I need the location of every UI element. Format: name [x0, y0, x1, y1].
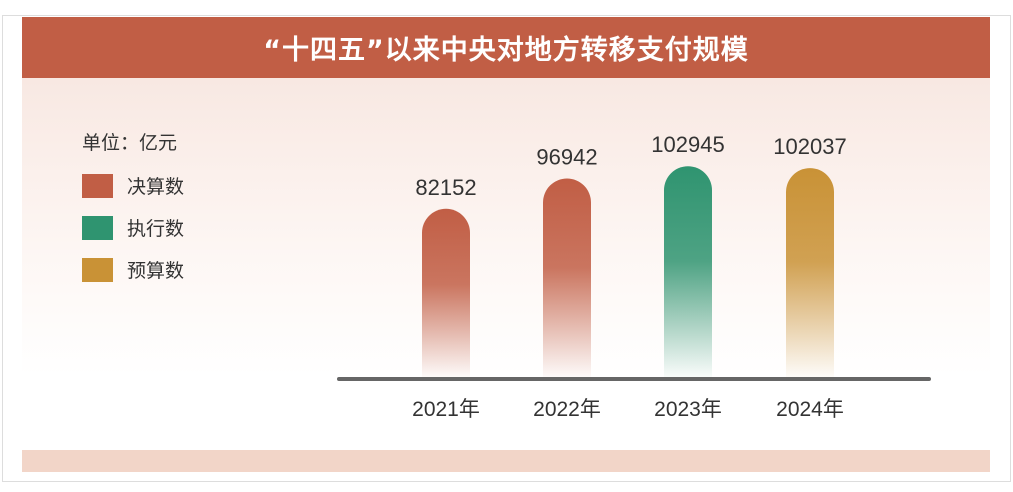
- legend-item-executed: 执行数: [82, 214, 184, 241]
- bar-2021年: [422, 208, 470, 377]
- bottom-strip: [22, 450, 990, 472]
- legend-swatch: [82, 215, 113, 240]
- x-tick-label: 2022年: [533, 398, 601, 421]
- bar-2024年: [786, 168, 834, 377]
- bar-2022年: [543, 178, 591, 377]
- legend-swatch: [82, 257, 113, 282]
- data-label: 102037: [773, 134, 846, 159]
- legend-item-final: 决算数: [82, 172, 184, 199]
- bar-2023年: [664, 166, 712, 377]
- x-tick-label: 2021年: [412, 398, 480, 421]
- x-tick-label: 2023年: [654, 398, 722, 421]
- legend-label: 预算数: [127, 260, 185, 282]
- data-label: 82152: [415, 175, 476, 200]
- legend-swatch: [82, 173, 113, 198]
- x-tick-label: 2024年: [776, 398, 844, 421]
- data-label: 102945: [651, 132, 724, 157]
- legend-label: 执行数: [127, 218, 185, 240]
- unit-label: 单位：亿元: [82, 132, 178, 154]
- legend-label: 决算数: [127, 176, 185, 198]
- chart-title: “十四五”以来中央对地方转移支付规模: [22, 17, 990, 78]
- legend-item-budget: 预算数: [82, 256, 184, 283]
- data-label: 96942: [536, 144, 597, 169]
